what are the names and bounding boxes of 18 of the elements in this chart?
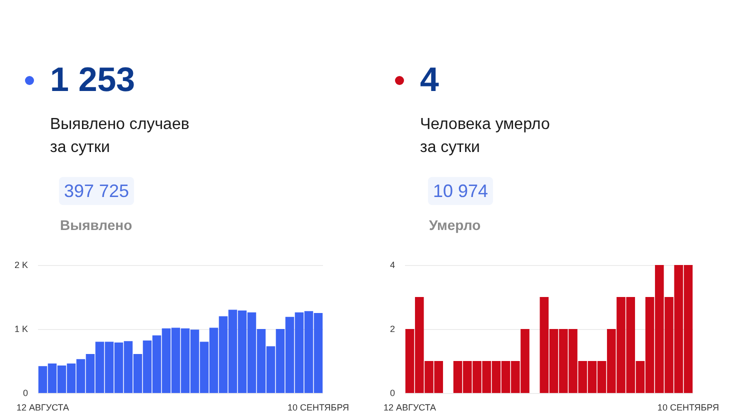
y-tick-label: 2 (390, 324, 395, 334)
x-tick-label: 10 СЕНТЯБРЯ (657, 402, 719, 412)
y-tick-label: 0 (22, 388, 28, 398)
chart-title: 1 253 (50, 61, 136, 99)
chart-subtitle: Выявлено случаев за сутки (50, 115, 190, 158)
text: 10 974 (428, 177, 494, 205)
x-tick-label: 12 АВГУСТА (384, 402, 436, 412)
text: Выявлено (60, 216, 132, 234)
y-tick-label: 0 (390, 388, 395, 398)
text: Умерло (429, 216, 481, 234)
y-tick-label: 1 K (14, 324, 28, 334)
y-tick-label: 4 (390, 260, 395, 270)
chart-subtitle: Человека умерло за сутки (420, 115, 551, 158)
text: 397 725 (59, 177, 134, 205)
x-tick-label: 12 АВГУСТА (16, 402, 70, 412)
x-tick-label: 10 СЕНТЯБРЯ (287, 402, 350, 412)
y-tick-label: 2 K (14, 260, 28, 270)
chart-title: 4 (420, 61, 439, 99)
